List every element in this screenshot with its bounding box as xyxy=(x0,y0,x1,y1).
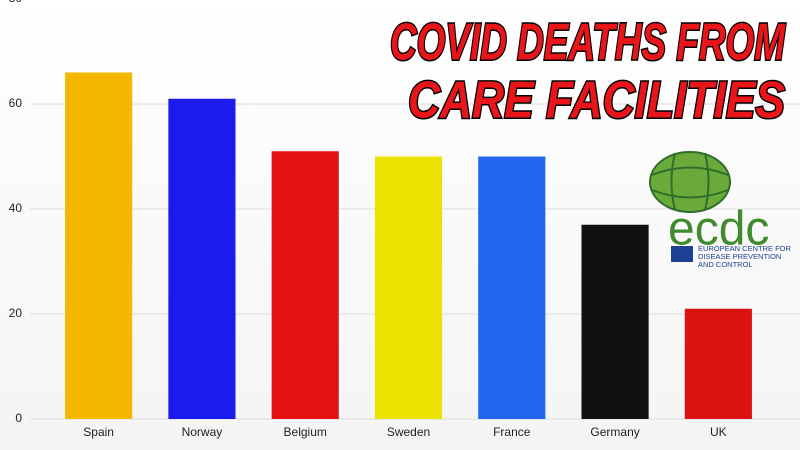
bar xyxy=(374,156,443,419)
chart-title: CARE FACILITIES xyxy=(408,72,785,130)
logo-globe xyxy=(649,151,731,213)
x-tick-label: Norway xyxy=(182,425,223,439)
x-tick-label: Sweden xyxy=(387,425,430,439)
x-tick-label: UK xyxy=(710,425,727,439)
x-tick-label: Spain xyxy=(83,425,114,439)
bar xyxy=(581,224,649,419)
bar xyxy=(168,98,236,419)
y-tick-label: 60 xyxy=(9,96,23,110)
plot-area: 0 20 40 60 80 Spain Norway Belgium Sweden France G… xyxy=(9,0,800,439)
logo-name: AND CONTROL xyxy=(698,260,753,269)
bar xyxy=(478,156,546,419)
eu-flag xyxy=(671,246,693,262)
y-tick-label: 0 xyxy=(15,411,22,425)
logo-name: DISEASE PREVENTION xyxy=(698,252,781,261)
bar xyxy=(271,151,339,419)
logo-name: EUROPEAN CENTRE FOR xyxy=(698,244,792,253)
chart-title: COVID DEATHS FROM xyxy=(390,14,786,72)
logo: ecdc EUROPEAN CENTRE FOR DISEASE PREVENT… xyxy=(649,151,792,269)
logo-globe-lines xyxy=(651,152,729,211)
x-tick-label: Germany xyxy=(590,425,639,439)
x-tick-label: Belgium xyxy=(284,425,327,439)
y-tick-label: 20 xyxy=(9,306,23,320)
y-tick-label: 40 xyxy=(9,201,23,215)
bar xyxy=(684,308,752,419)
x-tick-label: France xyxy=(493,425,531,439)
title-block: COVID DEATHS FROM CARE FACILITIES xyxy=(389,12,788,131)
bar xyxy=(65,72,133,419)
y-tick-label: 80 xyxy=(9,0,23,5)
